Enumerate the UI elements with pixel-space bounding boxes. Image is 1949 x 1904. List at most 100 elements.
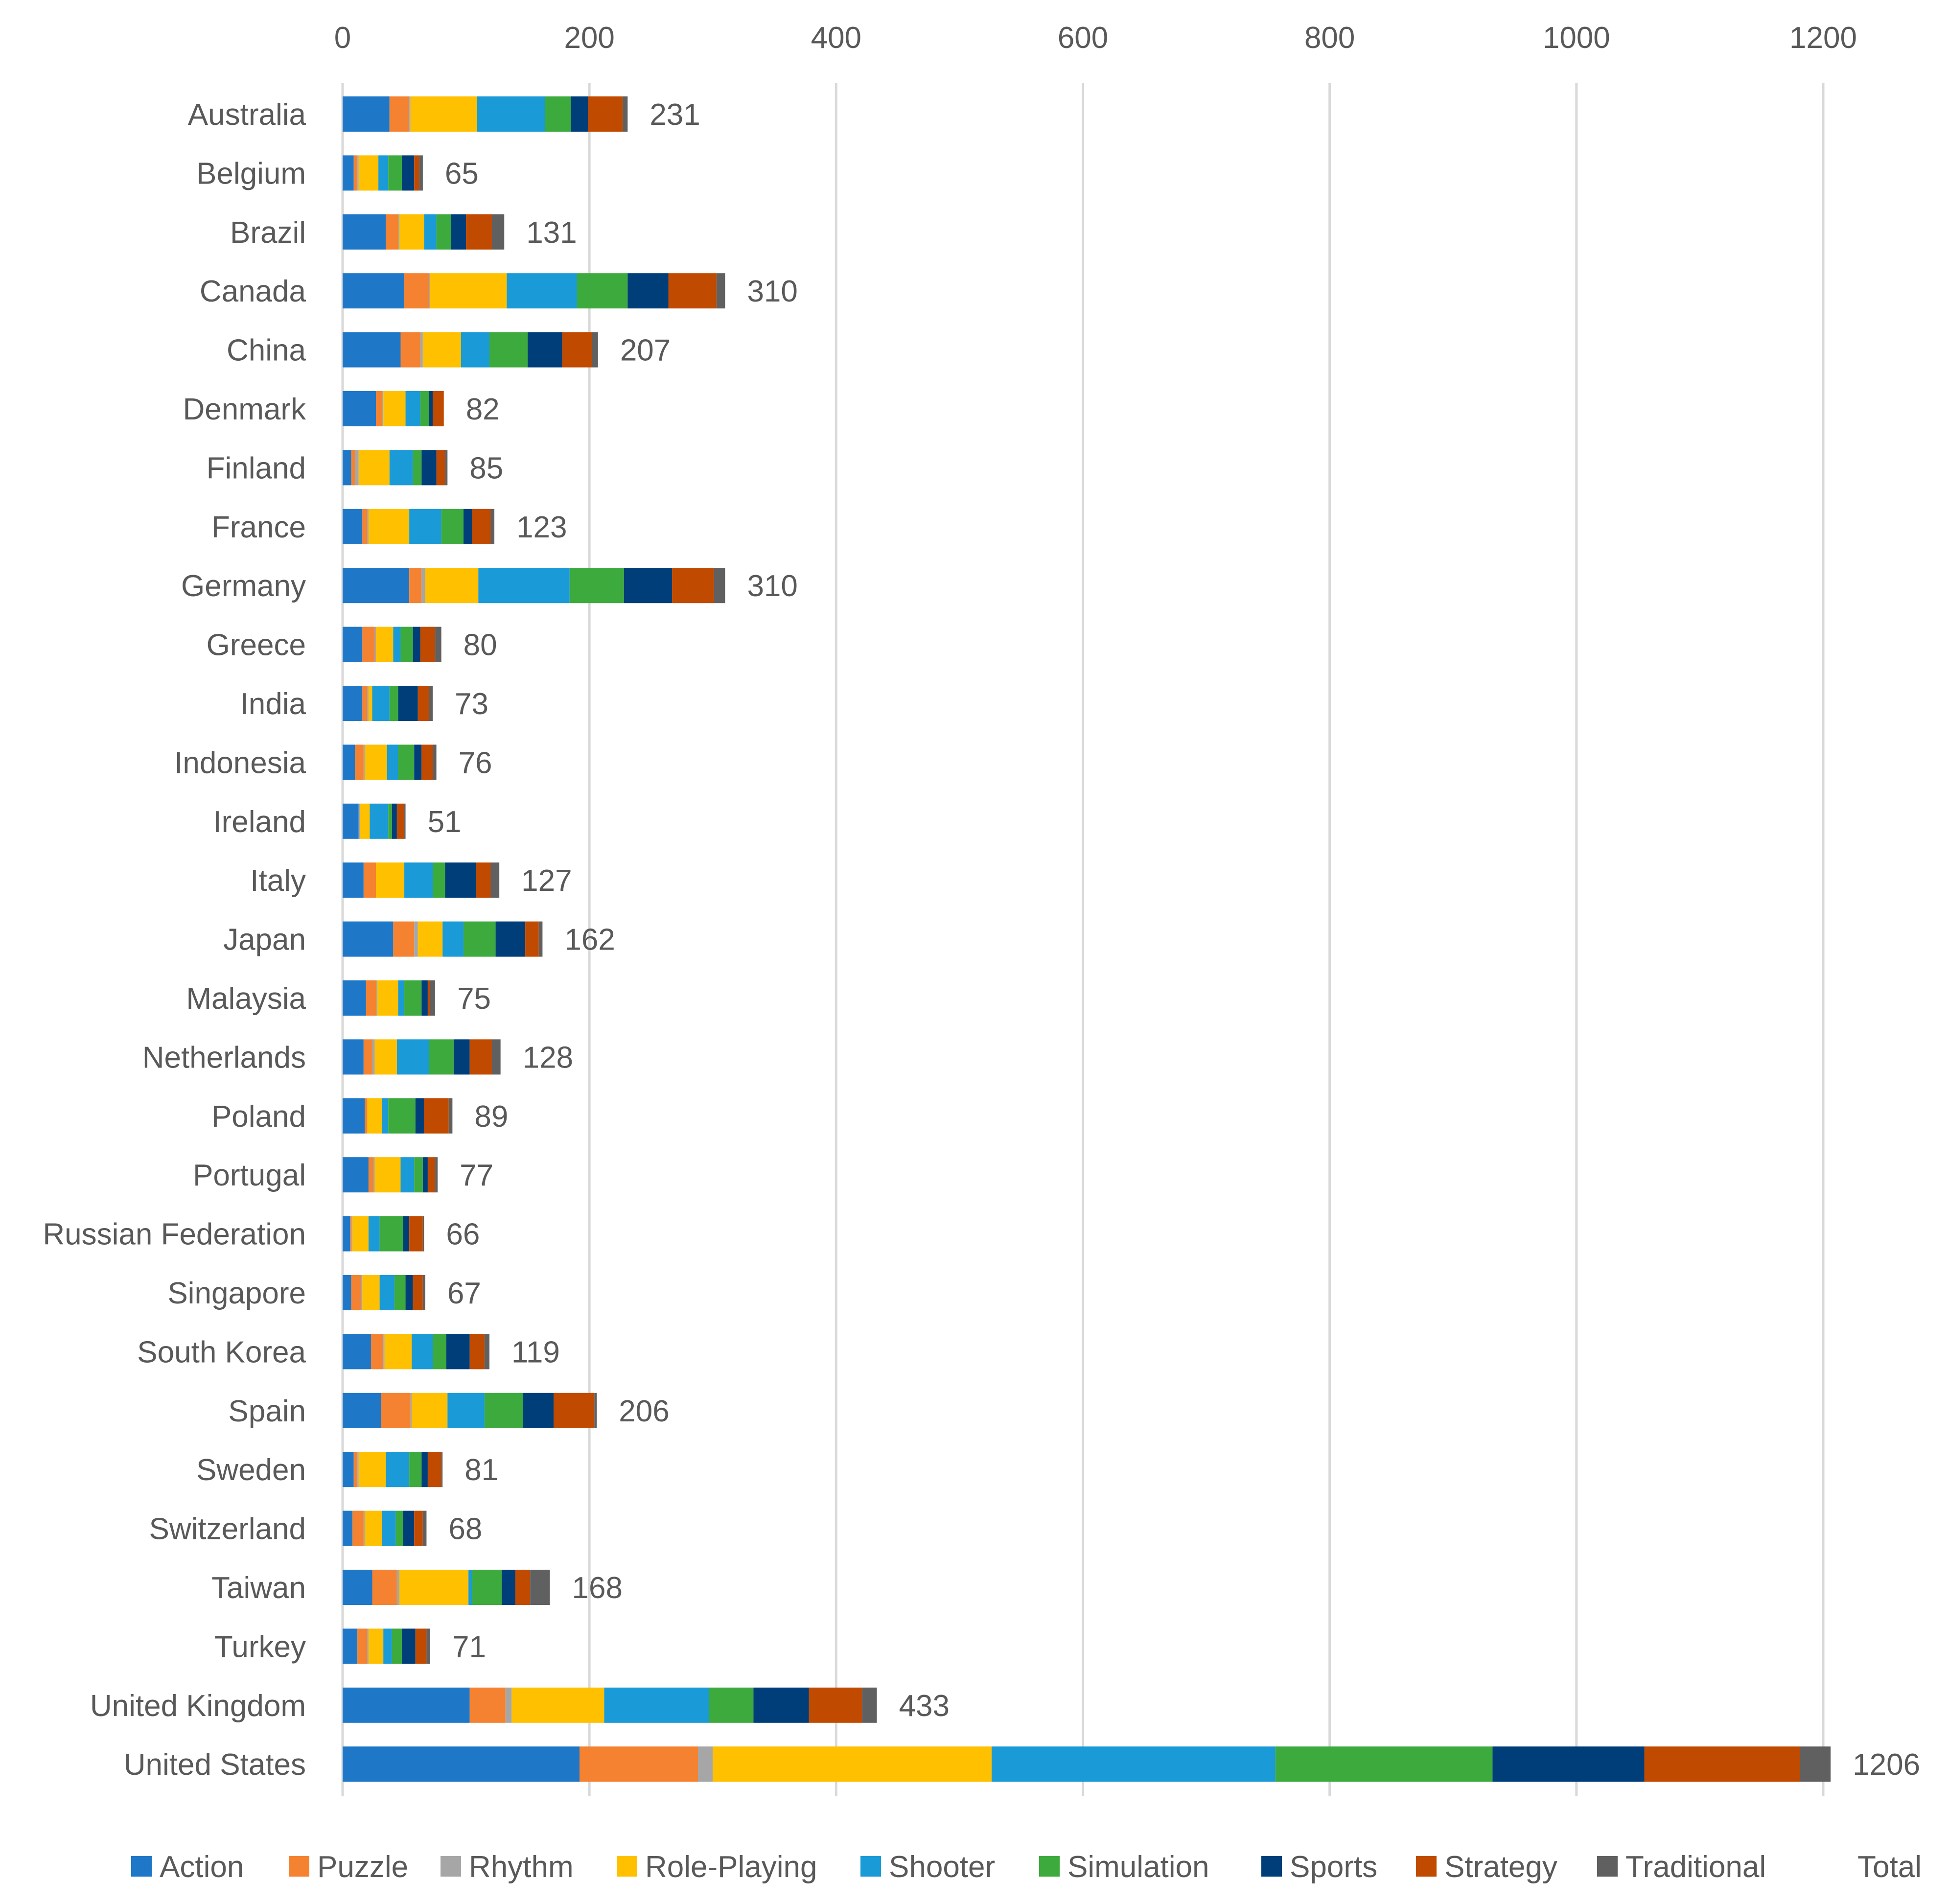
total-label: 162 [564, 923, 615, 957]
bar-segment-action-turkey [343, 1628, 358, 1664]
total-label: 89 [474, 1100, 508, 1134]
bar-segment-rhythm-portugal [373, 1157, 375, 1193]
bar-segment-action-france [343, 509, 363, 544]
bar-segment-rhythm-spain [410, 1393, 412, 1428]
bar-segment-role-playing-spain [412, 1393, 448, 1428]
bar-segment-sports-malaysia [421, 980, 428, 1016]
bar-segment-puzzle-denmark [376, 391, 382, 426]
bar-segment-rhythm-sweden [357, 1452, 359, 1487]
bar-segment-simulation-south-korea [433, 1334, 446, 1370]
bar-segment-puzzle-china [400, 332, 420, 368]
bar-segment-simulation-greece [400, 627, 413, 662]
bar-segment-sports-finland [421, 450, 437, 486]
bar-segment-puzzle-brazil [386, 214, 398, 250]
bar-segment-traditional-belgium [419, 155, 423, 191]
bar-segment-sports-spain [523, 1393, 554, 1428]
bar-segment-rhythm-russian-federation [351, 1216, 353, 1252]
bar-segment-shooter-ireland [370, 803, 389, 839]
legend-swatch-sports [1261, 1856, 1282, 1877]
bar-segment-strategy-canada [668, 273, 717, 309]
bar-segment-role-playing-netherlands [374, 1039, 397, 1075]
bar-segment-simulation-russian-federation [379, 1216, 403, 1252]
total-labels: 231 65 131 310 207 82 85 123 310 80 73 76 51 127 162 75… [428, 98, 1921, 1782]
legend-label-strategy: Strategy [1444, 1850, 1557, 1884]
bar-segment-strategy-finland [436, 450, 445, 486]
bar-segment-traditional-finland [445, 450, 448, 486]
legend-swatch-shooter [860, 1856, 881, 1877]
bar-segment-strategy-brazil [466, 214, 492, 250]
bar-segment-sports-japan [495, 921, 526, 957]
bar-segment-strategy-india [418, 686, 429, 721]
bar-segment-simulation-poland [388, 1098, 416, 1134]
bar-segment-action-netherlands [343, 1039, 364, 1075]
bar-segment-strategy-turkey [415, 1628, 427, 1664]
category-label: Taiwan [211, 1571, 306, 1605]
bar-segment-strategy-poland [424, 1098, 449, 1134]
bar-segment-action-russian-federation [343, 1216, 350, 1252]
bar-segment-sports-united-kingdom [753, 1687, 809, 1723]
bar-segment-rhythm-south-korea [383, 1334, 385, 1370]
bar-segment-role-playing-china [422, 332, 461, 368]
bar-stacks [343, 96, 1831, 1782]
bar-segment-rhythm-turkey [367, 1628, 369, 1664]
bar-segment-action-singapore [343, 1275, 351, 1310]
legend: Action Puzzle Rhythm Role-Playing Shooter Sim… [131, 1850, 1922, 1884]
bar-segment-sports-poland [415, 1098, 424, 1134]
bar-segment-sports-ireland [392, 803, 397, 839]
bar-segment-traditional-japan [538, 921, 543, 957]
bar-segment-action-india [343, 686, 363, 721]
bar-segment-simulation-turkey [392, 1628, 402, 1664]
bar-segment-strategy-malaysia [427, 980, 430, 1016]
bar-segment-puzzle-singapore [351, 1275, 361, 1310]
x-tick-label: 600 [1058, 21, 1108, 55]
bar-segment-traditional-netherlands [492, 1039, 501, 1075]
bar-segment-sports-denmark [429, 391, 433, 426]
bar-segment-strategy-singapore [413, 1275, 423, 1310]
bar-segment-action-china [343, 332, 401, 368]
bar-segment-action-portugal [343, 1157, 369, 1193]
bar-segment-action-italy [343, 862, 364, 898]
bar-segment-action-ireland [343, 803, 359, 839]
bar-segment-action-sweden [343, 1452, 354, 1487]
total-label: 66 [446, 1218, 480, 1252]
bar-segment-sports-india [398, 686, 418, 721]
bar-segment-strategy-greece [420, 627, 436, 662]
bar-segment-shooter-sweden [386, 1452, 410, 1487]
bar-segment-traditional-canada [716, 273, 725, 309]
bar-segment-puzzle-united-states [580, 1746, 698, 1782]
bar-segment-action-japan [343, 921, 394, 957]
bar-segment-traditional-spain [594, 1393, 597, 1428]
bar-segment-role-playing-united-states [713, 1746, 992, 1782]
category-label: Malaysia [186, 982, 306, 1016]
bar-segment-action-indonesia [343, 744, 355, 780]
legend-swatch-puzzle [289, 1856, 309, 1877]
bar-segment-action-brazil [343, 214, 386, 250]
bar-segment-role-playing-denmark [383, 391, 406, 426]
bar-segment-role-playing-ireland [360, 803, 370, 839]
total-label: 71 [452, 1630, 486, 1664]
total-label: 123 [516, 511, 567, 544]
bar-segment-sports-portugal [422, 1157, 428, 1193]
total-label: 206 [619, 1394, 669, 1428]
category-label: Greece [207, 628, 306, 662]
bar-segment-simulation-netherlands [429, 1039, 454, 1075]
x-tick-label: 800 [1304, 21, 1355, 55]
x-axis-tick-labels: 0 200 400 600 800 1000 1200 [334, 21, 1857, 55]
bar-segment-rhythm-australia [409, 96, 411, 132]
category-labels: Australia Belgium Brazil Canada China Denmark… [43, 98, 306, 1782]
category-label: Singapore [167, 1277, 306, 1310]
bar-segment-rhythm-united-kingdom [505, 1687, 512, 1723]
bar-segment-puzzle-australia [389, 96, 410, 132]
bar-segment-simulation-indonesia [398, 744, 415, 780]
bar-segment-simulation-japan [464, 921, 496, 957]
bar-segment-shooter-italy [404, 862, 433, 898]
bar-segment-strategy-south-korea [469, 1334, 485, 1370]
legend-label-rhythm: Rhythm [469, 1850, 574, 1884]
bar-segment-puzzle-turkey [357, 1628, 368, 1664]
bar-segment-traditional-china [592, 332, 598, 368]
bar-segment-sports-switzerland [403, 1510, 415, 1546]
bar-segment-rhythm-singapore [361, 1275, 363, 1310]
bar-segment-traditional-united-states [1800, 1746, 1831, 1782]
bar-segment-role-playing-france [368, 509, 410, 544]
bar-segment-sports-taiwan [502, 1570, 515, 1605]
